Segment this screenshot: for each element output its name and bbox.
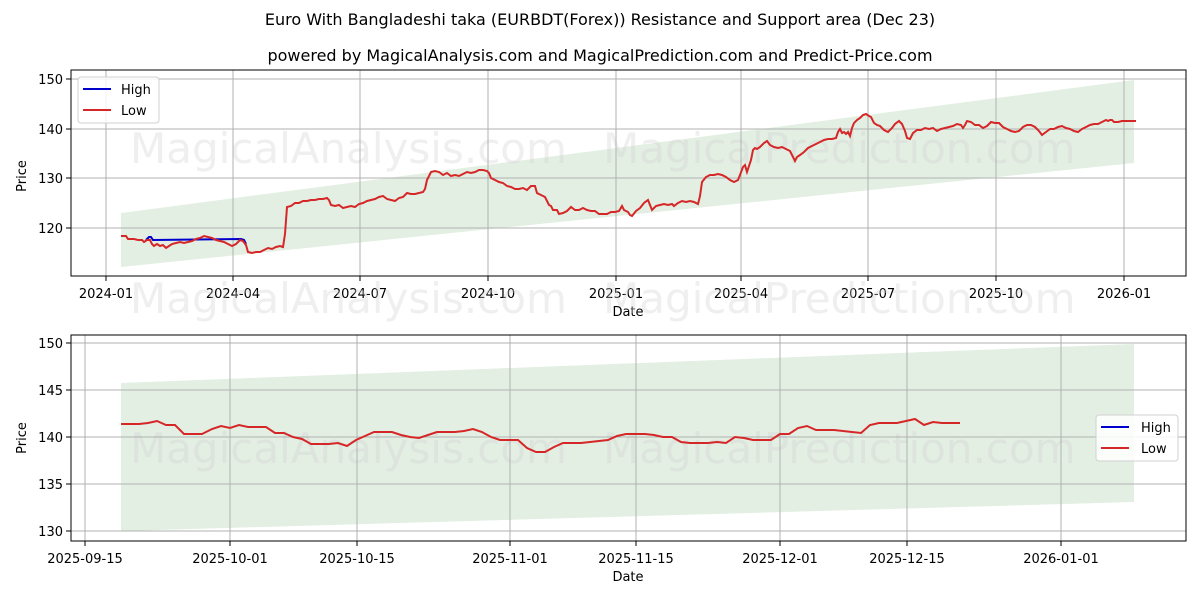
top-x-tick-8: 2026-01 <box>1097 287 1151 302</box>
bottom-x-axis-label: Date <box>612 570 643 585</box>
bottom-x-tick-marks <box>84 541 1062 546</box>
bottom-legend: High Low <box>1095 414 1179 462</box>
bottom-x-tick-4: 2025-11-15 <box>598 552 674 567</box>
top-x-tick-1: 2024-04 <box>206 287 260 302</box>
top-x-tick-3: 2024-10 <box>461 287 515 302</box>
watermark-mid-right: MagicalPrediction.com <box>603 274 1076 323</box>
watermark-top-left: MagicalAnalysis.com <box>130 124 567 173</box>
top-y-tick-130: 130 <box>38 172 63 187</box>
top-y-tick-120: 120 <box>38 222 63 237</box>
bottom-x-tick-1: 2025-10-01 <box>192 552 268 567</box>
legend-high-label: High <box>121 83 151 98</box>
top-y-tick-150: 150 <box>38 73 63 88</box>
top-low-line <box>121 112 1136 255</box>
top-y-tick-140: 140 <box>38 123 63 138</box>
bottom-y-axis-label: Price <box>15 422 30 454</box>
top-x-tick-0: 2024-01 <box>79 287 133 302</box>
bottom-low-line <box>121 417 960 453</box>
bottom-y-tick-135: 135 <box>38 478 63 493</box>
legend-high-label-bottom: High <box>1141 421 1171 436</box>
bottom-x-tick-6: 2025-12-15 <box>869 552 945 567</box>
bottom-y-tick-150: 150 <box>38 337 63 352</box>
top-x-tick-marks <box>105 276 1125 281</box>
bottom-chart: MagicalAnalysis.com MagicalPrediction.co… <box>15 334 1187 585</box>
chart-subtitle: powered by MagicalAnalysis.com and Magic… <box>267 46 933 65</box>
bottom-x-tick-2: 2025-10-15 <box>319 552 395 567</box>
top-y-axis-label: Price <box>15 160 30 192</box>
top-x-tick-6: 2025-07 <box>841 287 895 302</box>
top-support-resistance-band <box>121 80 1134 267</box>
bottom-axes-frame <box>70 334 1187 542</box>
top-x-tick-5: 2025-04 <box>714 287 768 302</box>
bottom-y-tick-140: 140 <box>38 431 63 446</box>
bottom-y-tick-marks <box>66 342 71 532</box>
top-y-tick-marks <box>66 78 71 229</box>
bottom-x-tick-7: 2026-01-01 <box>1023 552 1099 567</box>
bottom-y-tick-145: 145 <box>38 384 63 399</box>
bottom-y-tick-130: 130 <box>38 525 63 540</box>
legend-low-label-bottom: Low <box>1141 442 1167 457</box>
bottom-grid <box>71 335 1186 541</box>
watermark-mid-left: MagicalAnalysis.com <box>130 274 567 323</box>
bottom-x-tick-5: 2025-12-01 <box>742 552 818 567</box>
watermark-bottom-left: MagicalAnalysis.com <box>130 424 567 473</box>
top-chart: MagicalAnalysis.com MagicalPrediction.co… <box>15 69 1187 320</box>
watermark-bottom-right: MagicalPrediction.com <box>603 424 1076 473</box>
bottom-x-tick-0: 2025-09-15 <box>47 552 123 567</box>
chart-title: Euro With Bangladeshi taka (EURBDT(Forex… <box>264 10 936 29</box>
top-legend: High Low <box>77 76 160 124</box>
bottom-x-tick-3: 2025-11-01 <box>472 552 548 567</box>
top-x-axis-label: Date <box>612 305 643 320</box>
top-axes-frame <box>70 69 1187 277</box>
top-high-line <box>145 236 247 245</box>
top-x-tick-4: 2025-01 <box>589 287 643 302</box>
top-grid <box>71 70 1186 276</box>
legend-low-label: Low <box>121 104 147 119</box>
top-x-tick-2: 2024-07 <box>333 287 387 302</box>
watermark-top-right: MagicalPrediction.com <box>603 124 1076 173</box>
top-x-tick-7: 2025-10 <box>969 287 1023 302</box>
